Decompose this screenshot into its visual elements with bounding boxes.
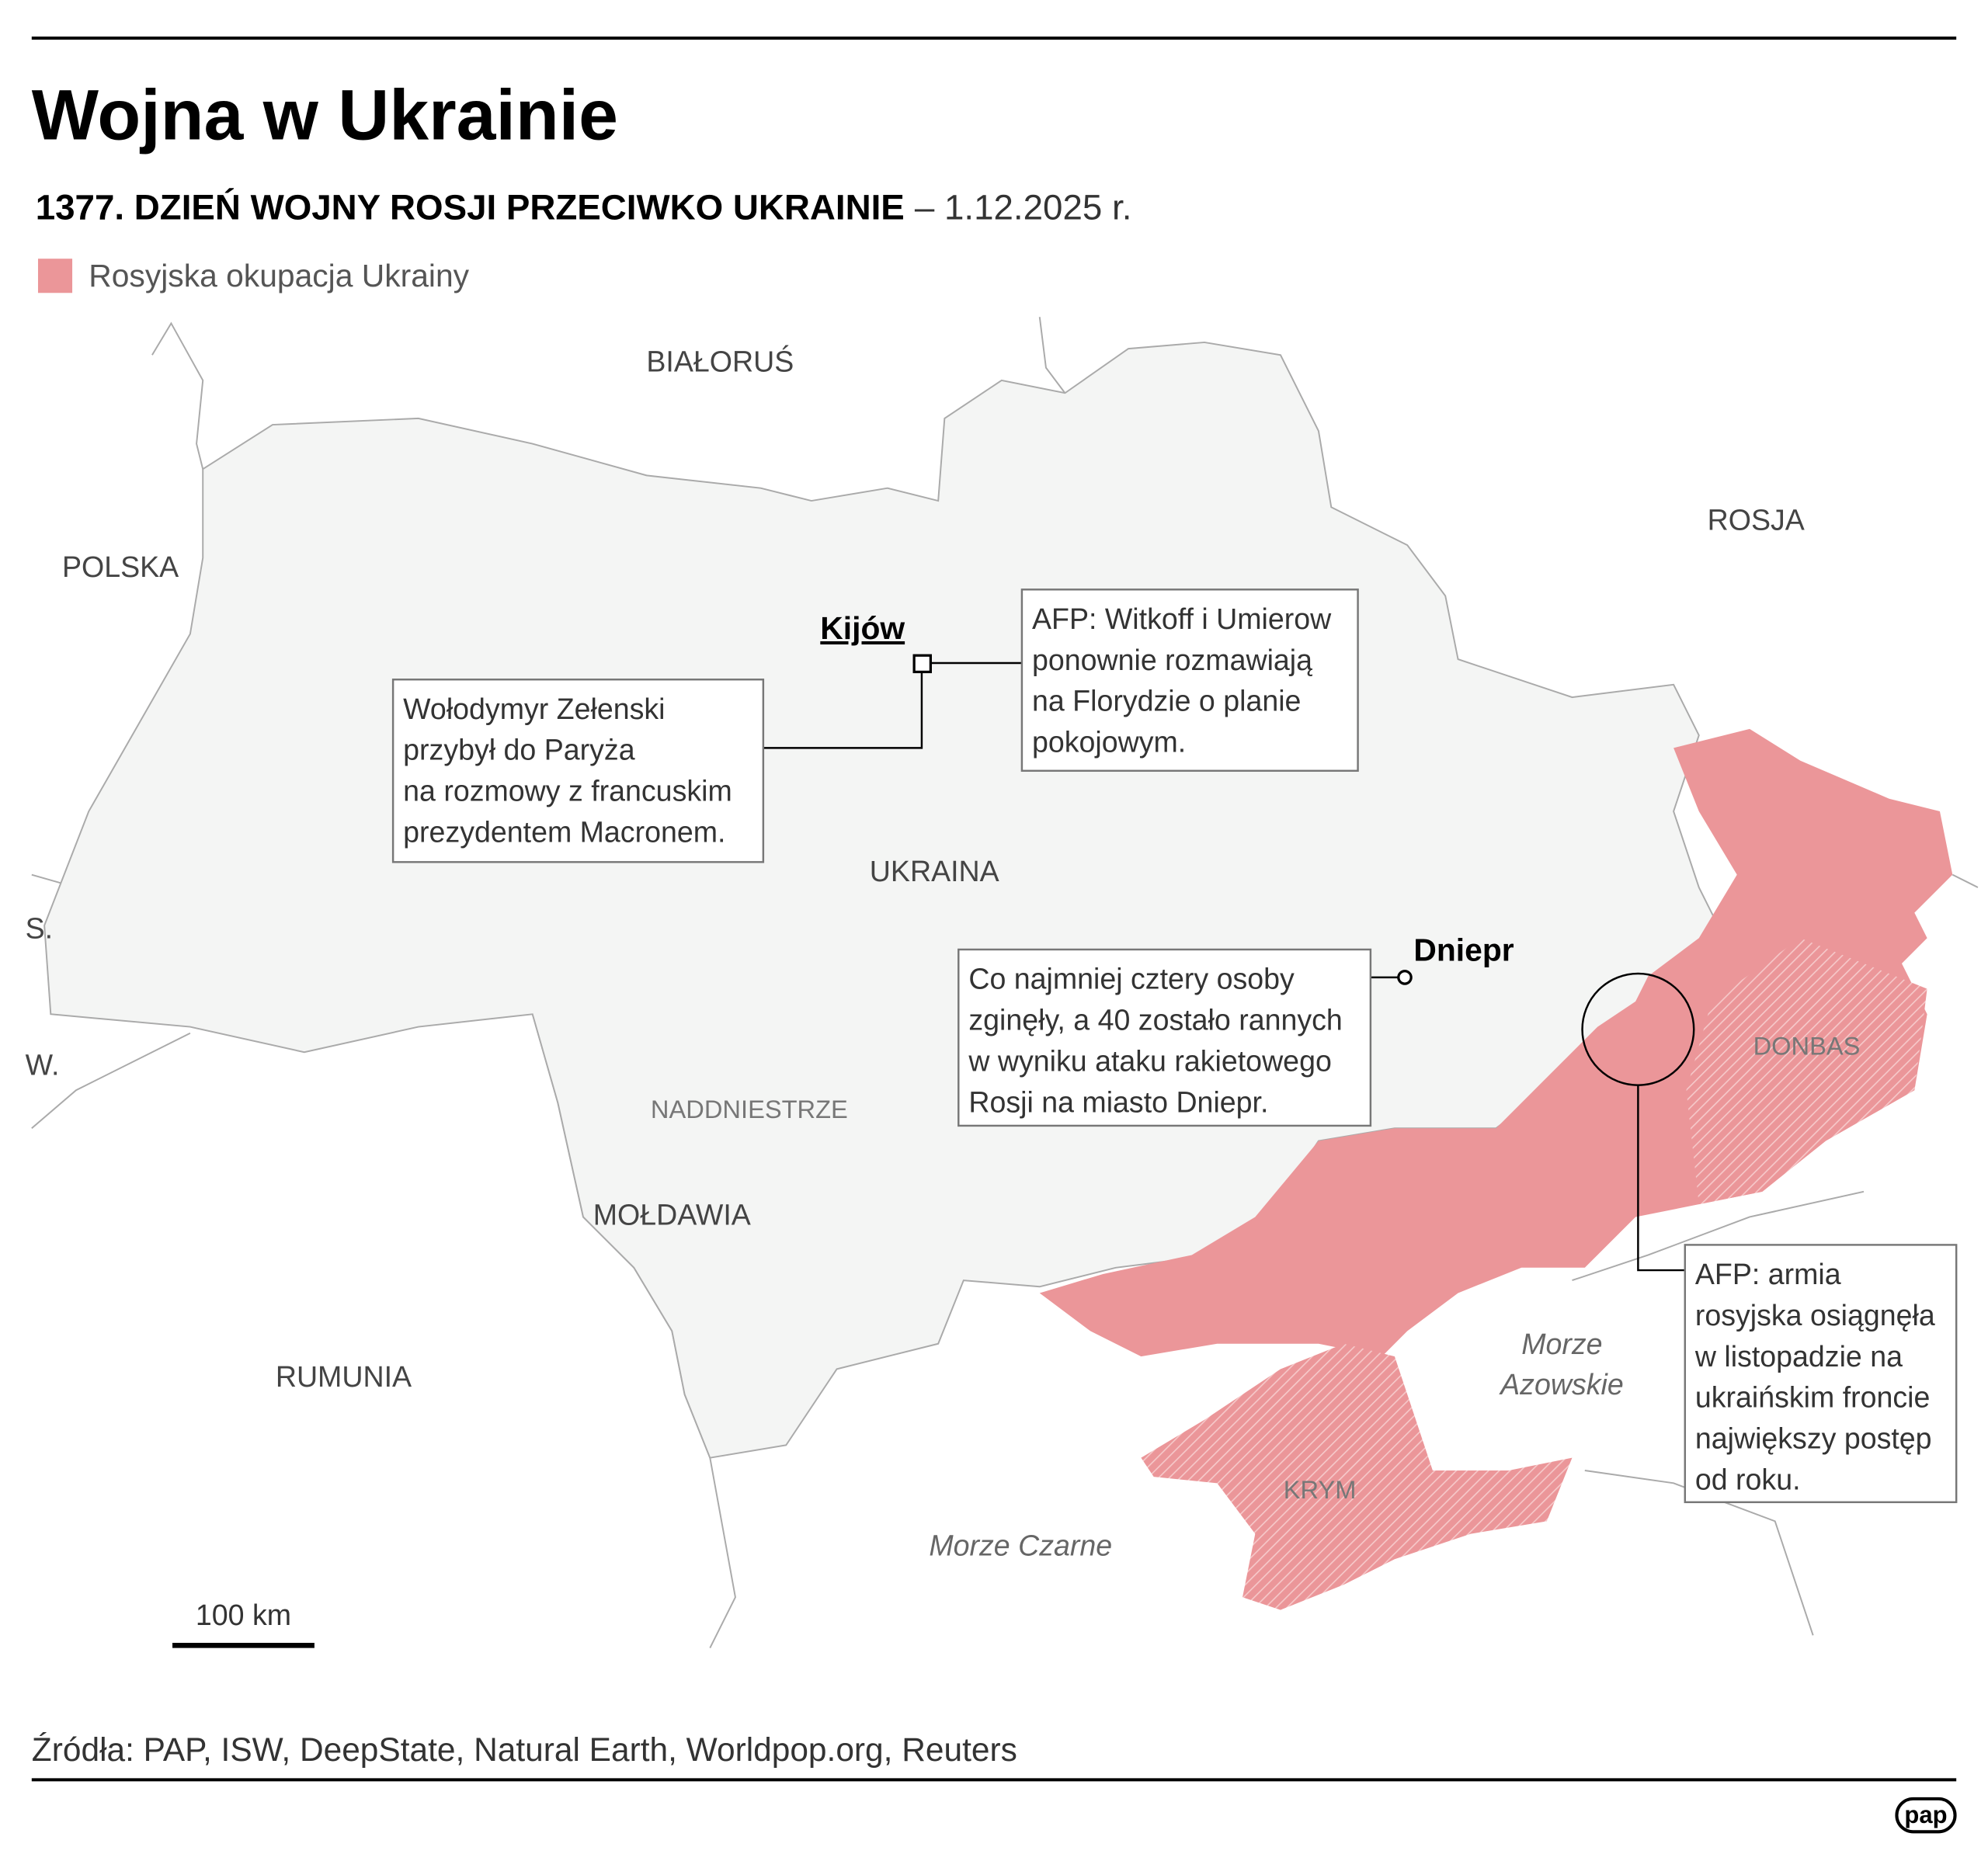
country-label: MOŁDAWIA	[593, 1198, 751, 1231]
border-line	[1952, 873, 1979, 888]
annotations: AFP: Witkoff i Umierow ponownie rozmawiaj…	[391, 589, 1958, 1504]
annotation-text: Rosji na miasto Dniepr.	[968, 1085, 1268, 1118]
country-label: W.	[26, 1049, 60, 1082]
country-label: UKRAINA	[870, 855, 999, 887]
annotation-text: AFP: armia	[1695, 1258, 1841, 1290]
logo-badge	[1895, 1797, 1957, 1834]
country-label: POLSKA	[62, 550, 179, 583]
region-label: DONBAS	[1753, 1032, 1861, 1061]
scale-label: 100 km	[196, 1599, 291, 1631]
annotation-text: w listopadzie na	[1694, 1340, 1903, 1373]
annotation-box	[1020, 589, 1359, 773]
border-line	[151, 321, 204, 470]
subtitle-main: 1377. DZIEŃ WOJNY ROSJI PRZECIWKO UKRAIN…	[36, 188, 905, 227]
annotation-text: na rozmowy z francuskim	[403, 775, 732, 807]
subtitle: 1377. DZIEŃ WOJNY ROSJI PRZECIWKO UKRAIN…	[36, 188, 1132, 227]
annotation-text: ukraińskim froncie	[1695, 1381, 1931, 1414]
annotation-box	[958, 948, 1372, 1127]
annotation-text: AFP: Witkoff i Umierow	[1032, 602, 1332, 635]
annotation-text: przybył do Paryża	[403, 734, 635, 766]
ukraine-territory	[43, 341, 1739, 1459]
sea-label: Azowskie	[1499, 1368, 1624, 1401]
annotation-text: w wyniku ataku rakietowego	[968, 1044, 1332, 1077]
annotation-box	[1684, 1244, 1958, 1504]
city-label: Dniepr	[1413, 932, 1514, 968]
country-label: S.	[26, 911, 53, 944]
leader-line	[763, 672, 923, 749]
annotation-box	[391, 679, 765, 863]
coast-line	[1572, 1190, 1865, 1282]
leader-line	[1637, 1085, 1685, 1272]
country-label: RUMUNIA	[276, 1360, 412, 1393]
source: Źródła: PAP, ISW, DeepState, Natural Ear…	[32, 1731, 1017, 1768]
annotation-text: pokojowym.	[1032, 726, 1186, 759]
annotation-text: od roku.	[1695, 1463, 1801, 1495]
border-line	[31, 1032, 191, 1129]
annotation-text: rosyjska osiągnęła	[1695, 1299, 1935, 1332]
city-marker	[1397, 970, 1413, 985]
title: Wojna w Ukrainie	[32, 76, 618, 155]
logo: pap	[1904, 1801, 1947, 1828]
donbas-area	[1686, 938, 1927, 1205]
region-label: NADDNIESTRZE	[651, 1095, 848, 1123]
annotation-text: na Florydzie o planie	[1032, 685, 1301, 717]
legend-label: Rosyjska okupacja Ukrainy	[89, 258, 469, 293]
annotation-text: zginęły, a 40 zostało rannych	[968, 1004, 1342, 1036]
annotation-text: Co najmniej cztery osoby	[968, 963, 1295, 995]
annotation-text: Wołodymyr Zełenski	[403, 693, 665, 725]
annotation-text: prezydentem Macronem.	[403, 816, 725, 849]
border-line	[1038, 317, 1066, 394]
country-label: BIAŁORUŚ	[646, 345, 794, 377]
city-label: Kijów	[820, 610, 905, 646]
legend-swatch	[37, 259, 73, 293]
country-label: ROSJA	[1708, 504, 1805, 536]
city-marker	[912, 654, 932, 674]
sea-label: Morze Czarne	[929, 1529, 1112, 1561]
crimea-area	[1141, 1343, 1573, 1610]
sea-label: Morze	[1521, 1328, 1602, 1360]
annotation-text: największy postęp	[1695, 1422, 1932, 1455]
subtitle-date: – 1.12.2025 r.	[915, 188, 1132, 227]
annotation-text: ponownie rozmawiają	[1032, 644, 1312, 676]
region-label: KRYM	[1284, 1475, 1357, 1504]
